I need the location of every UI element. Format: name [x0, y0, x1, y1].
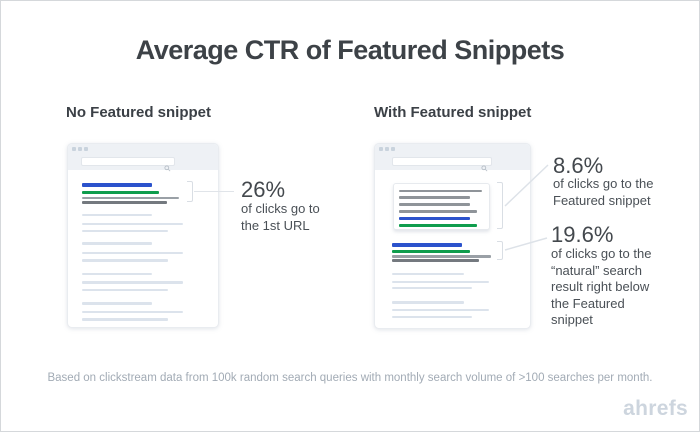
stat-desc-8-6: of clicks go to the Featured snippet — [553, 176, 653, 209]
bracket-first-url — [187, 181, 193, 202]
result-text-bar — [82, 201, 167, 204]
right-panel-heading: With Featured snippet — [374, 104, 532, 121]
stat-desc-line: of clicks go to — [241, 201, 320, 216]
placeholder-bar — [82, 229, 168, 232]
stat-desc-line: of clicks go to the — [551, 246, 652, 261]
bracket-featured-snippet — [497, 182, 503, 229]
window-dots-icon — [72, 147, 88, 151]
snippet-title-bar — [399, 216, 470, 220]
search-icon — [164, 159, 171, 177]
placeholder-bar — [82, 302, 152, 305]
stat-desc-line: Featured snippet — [553, 192, 651, 208]
placeholder-bar — [82, 318, 168, 321]
left-panel-heading: No Featured snippet — [66, 104, 212, 121]
placeholder-bar — [82, 259, 168, 262]
browser-mockup-with-snippet — [374, 143, 531, 329]
stat-desc-line: of clicks go to the — [553, 176, 654, 191]
stat-desc-line: snippet — [551, 312, 593, 327]
result-url-bar — [392, 250, 470, 253]
placeholder-bar — [82, 288, 168, 291]
placeholder-bar — [392, 301, 464, 304]
placeholder-bar — [392, 272, 464, 275]
connector-line — [194, 190, 234, 192]
result-title-bar — [392, 242, 462, 247]
browser-header — [375, 144, 530, 172]
page-title: Average CTR of Featured Snippets — [135, 35, 565, 65]
browser-mockup-no-snippet — [67, 143, 219, 328]
stat-desc-line: result right below — [551, 279, 650, 294]
result-text-bar — [392, 255, 491, 258]
placeholder-bar — [82, 310, 183, 313]
stat-desc-line: the 1st URL — [241, 217, 310, 233]
stat-value-8-6: 8.6% — [553, 153, 604, 178]
placeholder-bar — [82, 281, 183, 284]
browser-header — [68, 144, 218, 172]
placeholder-bar — [392, 315, 472, 318]
bracket-natural-result — [497, 241, 503, 260]
search-bar — [81, 157, 175, 172]
snippet-text-bar — [399, 196, 470, 199]
stat-value-26: 26% — [241, 177, 286, 202]
snippet-url-bar — [399, 224, 477, 227]
placeholder-bar — [82, 213, 152, 216]
result-text-bar — [82, 196, 179, 199]
stat-desc-26: of clicks go to the 1st URL — [241, 201, 320, 234]
placeholder-bar — [392, 308, 489, 311]
stat-value-19-6: 19.6% — [551, 222, 614, 247]
placeholder-bar — [82, 242, 152, 245]
result-title-bar — [82, 183, 152, 187]
result-url-bar — [82, 190, 159, 194]
placeholder-bar — [82, 272, 152, 275]
featured-snippet-box — [393, 183, 490, 230]
search-bar — [392, 157, 492, 172]
snippet-text-bar — [399, 203, 470, 206]
placeholder-bar — [392, 286, 472, 289]
snippet-text-bar — [399, 189, 482, 192]
result-text-bar — [392, 259, 479, 262]
placeholder-bar — [392, 280, 489, 283]
stat-desc-19-6: of clicks go to the “natural” search res… — [551, 246, 651, 329]
stat-desc-line: the Featured — [551, 295, 625, 311]
placeholder-bar — [82, 251, 183, 254]
footer-note: Based on clickstream data from 100k rand… — [47, 372, 653, 384]
window-dots-icon — [379, 147, 395, 151]
search-icon — [481, 159, 488, 177]
placeholder-bar — [82, 222, 183, 225]
stat-desc-line: “natural” search — [551, 262, 643, 278]
snippet-text-bar — [399, 210, 477, 213]
ahrefs-logo: ahrefs — [623, 397, 688, 420]
